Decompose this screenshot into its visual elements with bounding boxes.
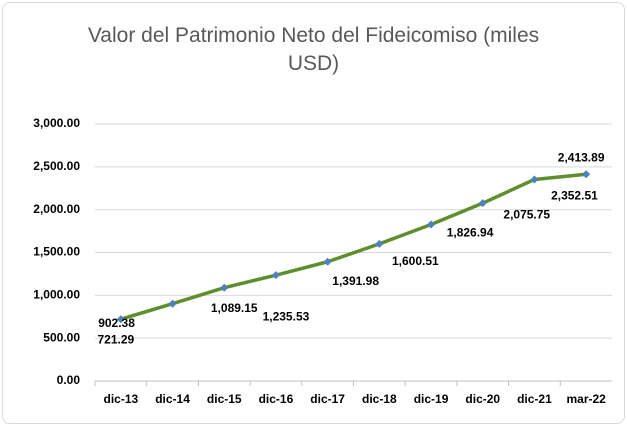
data-label: 902.38 — [98, 316, 135, 330]
y-tick-label: 500.00 — [43, 330, 80, 344]
y-tick-label: 3,000.00 — [33, 116, 80, 130]
marker — [271, 271, 280, 280]
marker — [478, 199, 487, 208]
data-label: 1,600.51 — [392, 254, 439, 268]
marker — [323, 257, 332, 266]
x-tick-label: dic-15 — [207, 392, 242, 406]
marker — [168, 299, 177, 308]
x-tick-label: dic-19 — [414, 392, 449, 406]
y-tick-label: 2,500.00 — [33, 159, 80, 173]
x-tick-label: mar-22 — [566, 392, 606, 406]
y-tick-label: 1,500.00 — [33, 245, 80, 259]
marker — [220, 283, 229, 292]
x-tick-label: dic-18 — [362, 392, 397, 406]
x-tick-label: dic-17 — [310, 392, 345, 406]
data-label: 1,391.98 — [332, 274, 379, 288]
marker — [375, 239, 384, 248]
data-label: 1,089.15 — [211, 301, 258, 315]
data-label: 721.29 — [97, 332, 134, 346]
y-tick-label: 0.00 — [57, 373, 81, 387]
data-label: 2,352.51 — [551, 189, 598, 203]
x-tick-label: dic-13 — [104, 392, 139, 406]
marker — [530, 175, 539, 184]
y-tick-label: 1,000.00 — [33, 288, 80, 302]
data-label: 1,826.94 — [447, 226, 494, 240]
x-tick-label: dic-16 — [259, 392, 294, 406]
data-label: 1,235.53 — [263, 309, 310, 323]
x-tick-label: dic-20 — [465, 392, 500, 406]
chart-title: Valor del Patrimonio Neto del Fideicomis… — [87, 24, 540, 75]
chart: 0.00 500.00 1,000.00 1,500.00 2,000.00 2,500.… — [33, 116, 612, 406]
data-label: 2,075.75 — [503, 207, 550, 221]
x-tick-label: dic-21 — [517, 392, 552, 406]
series-line — [120, 172, 587, 321]
marker — [582, 170, 591, 179]
marker — [116, 315, 125, 324]
x-tick-label: dic-14 — [155, 392, 190, 406]
data-label: 2,413.89 — [558, 150, 605, 164]
marker — [427, 220, 436, 229]
y-tick-label: 2,000.00 — [33, 202, 80, 216]
